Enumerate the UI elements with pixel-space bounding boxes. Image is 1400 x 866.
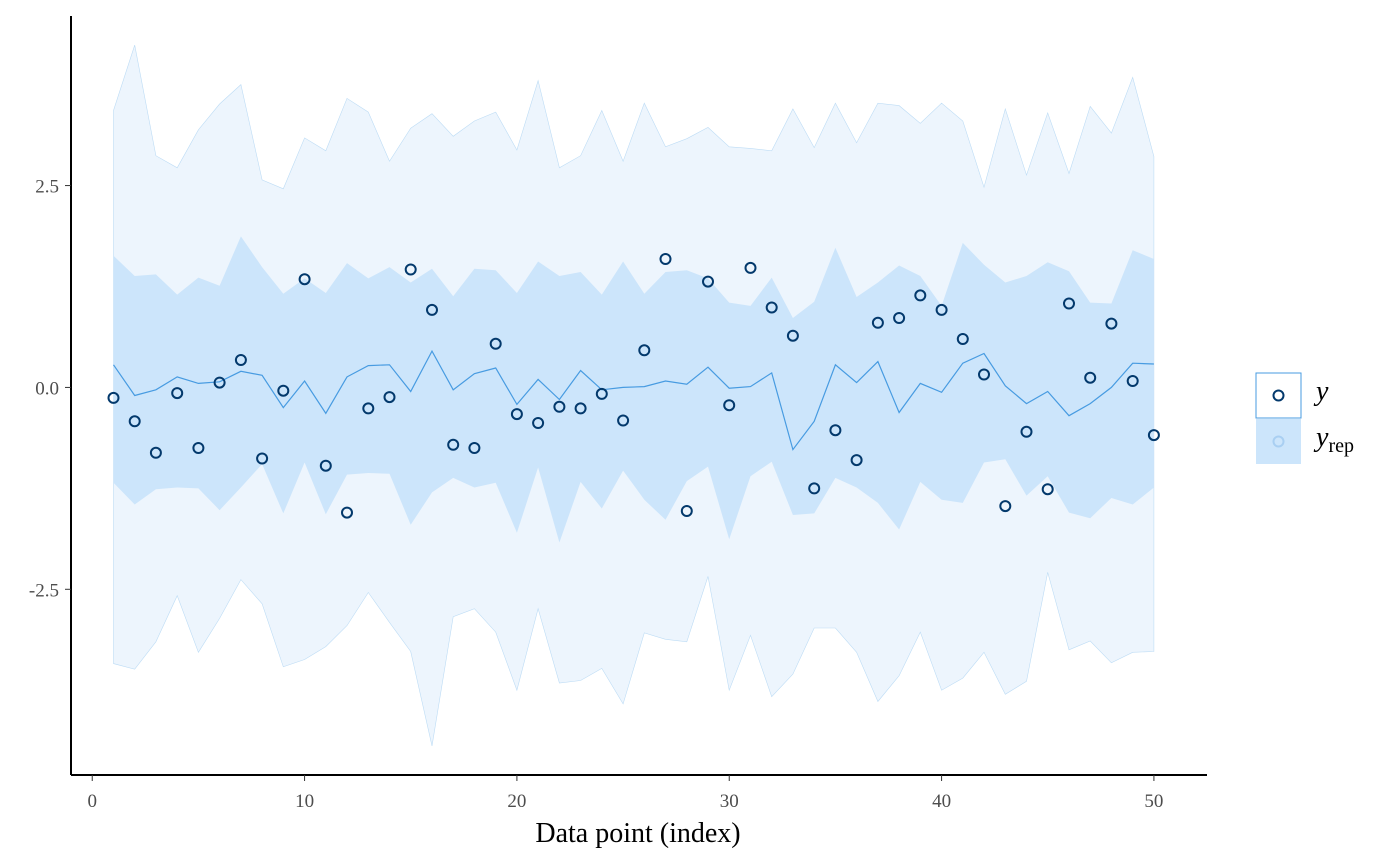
observed-point — [786, 329, 799, 342]
x-axis-title: Data point (index) — [535, 818, 740, 849]
observed-point — [553, 400, 566, 413]
observed-point — [935, 303, 948, 316]
observed-point — [362, 402, 375, 415]
x-tick-label: 30 — [720, 791, 739, 812]
observed-point — [914, 289, 927, 302]
observed-point — [1105, 317, 1118, 330]
observed-point — [468, 442, 481, 454]
x-tick-label: 0 — [87, 791, 97, 812]
observed-point — [383, 391, 396, 404]
observed-point — [723, 399, 736, 412]
observed-point — [829, 424, 842, 437]
observed-point — [510, 408, 523, 421]
x-tick-label: 20 — [507, 791, 526, 812]
observed-point — [234, 354, 247, 366]
observed-point — [850, 454, 863, 467]
observed-point — [1147, 429, 1160, 442]
observed-point — [638, 344, 651, 357]
observed-point — [893, 312, 906, 324]
observed-point — [1041, 483, 1054, 496]
x-tick-label: 10 — [295, 791, 314, 812]
observed-point — [489, 337, 502, 350]
observed-point — [765, 301, 778, 314]
observed-point — [617, 414, 630, 427]
observed-point — [447, 438, 460, 451]
x-tick-label: 50 — [1144, 791, 1163, 812]
observed-point — [256, 452, 269, 465]
observed-point — [871, 316, 884, 329]
observed-point — [595, 387, 608, 400]
y-tick-label: -2.5 — [29, 580, 59, 601]
median-line — [113, 349, 1154, 451]
legend-label-yrep: yrep — [1313, 422, 1354, 457]
inner-interval-band — [113, 236, 1154, 543]
observed-point — [978, 368, 990, 381]
observed-point — [213, 376, 226, 389]
legend-key-yrep — [1256, 419, 1301, 464]
observed-point — [659, 253, 672, 265]
observed-point — [999, 500, 1012, 513]
observed-point — [532, 417, 545, 429]
legend-label-y: y — [1313, 376, 1329, 407]
observed-point — [171, 387, 184, 400]
observed-point — [404, 263, 417, 276]
x-tick-label: 40 — [932, 791, 951, 812]
observed-point — [702, 275, 714, 288]
observed-point — [192, 442, 205, 454]
ticks: 0 10 20 30 40 50 -2.5 0.0 2.5 — [29, 177, 1163, 812]
observed-point — [149, 446, 162, 459]
observed-point — [1126, 375, 1139, 387]
observed-point — [426, 303, 438, 316]
observed-point — [319, 459, 332, 472]
axes — [70, 16, 1207, 776]
y-tick-label: 0.0 — [35, 378, 59, 399]
legend: y yrep — [1255, 372, 1354, 464]
observed-point — [107, 391, 120, 404]
observed-point — [1084, 371, 1097, 384]
observed-point — [808, 482, 821, 495]
observed-point — [298, 273, 311, 286]
observed-point — [1063, 297, 1075, 310]
observed-point — [956, 333, 969, 345]
observed-point — [1020, 425, 1033, 438]
observed-point — [680, 505, 693, 517]
legend-symbol-y — [1272, 389, 1285, 402]
observed-point — [744, 261, 757, 274]
legend-key-y — [1255, 372, 1302, 419]
observed-point — [128, 415, 141, 428]
legend-symbol-yrep — [1272, 435, 1285, 448]
observed-point — [277, 384, 290, 397]
plot-area — [107, 45, 1160, 746]
y-tick-label: 2.5 — [35, 177, 59, 198]
observed-point — [574, 402, 587, 415]
observed-point — [341, 506, 353, 519]
